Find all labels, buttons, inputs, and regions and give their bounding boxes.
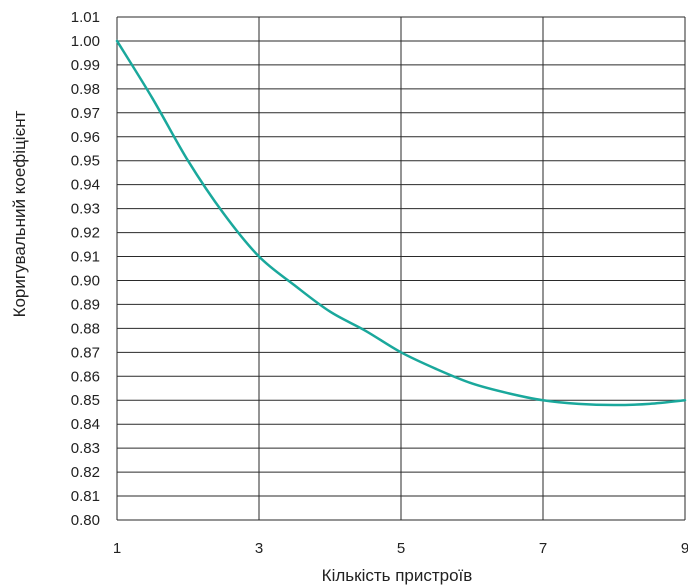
grid <box>116 16 686 521</box>
y-tick-label: 0.87 <box>71 344 100 361</box>
y-tick-label: 0.91 <box>71 249 100 266</box>
y-tick-label: 1.00 <box>71 33 100 50</box>
y-tick-label: 0.84 <box>71 416 100 433</box>
y-tick-label: 0.93 <box>71 201 100 218</box>
y-tick-label: 0.98 <box>71 81 100 98</box>
y-tick-label: 0.92 <box>71 225 100 242</box>
y-tick-label: 0.80 <box>71 512 100 529</box>
y-tick-label: 0.97 <box>71 105 100 122</box>
y-tick-label: 1.01 <box>71 9 100 26</box>
y-tick-label: 0.86 <box>71 368 100 385</box>
x-tick-label: 9 <box>681 540 688 557</box>
y-tick-label: 0.96 <box>71 129 100 146</box>
y-tick-label: 0.99 <box>71 57 100 74</box>
x-tick-label: 7 <box>539 540 547 557</box>
series-line <box>115 39 687 407</box>
x-tick-label: 5 <box>397 540 405 557</box>
x-tick-label: 3 <box>255 540 263 557</box>
x-axis-ticks: 1 3 5 7 9 <box>113 540 688 557</box>
y-tick-label: 0.83 <box>71 440 100 457</box>
x-tick-label: 1 <box>113 540 121 557</box>
y-tick-label: 0.81 <box>71 488 100 505</box>
y-tick-label: 0.95 <box>71 153 100 170</box>
x-axis-title: Кількість пристроїв <box>322 566 473 585</box>
y-tick-label: 0.88 <box>71 320 100 337</box>
y-axis-ticks: 0.80 0.81 0.82 0.83 0.84 0.85 0.86 0.87 0.88 0.89… <box>71 9 100 529</box>
y-tick-label: 0.82 <box>71 464 100 481</box>
y-tick-label: 0.89 <box>71 296 100 313</box>
y-tick-label: 0.90 <box>71 272 100 289</box>
y-tick-label: 0.85 <box>71 392 100 409</box>
y-tick-label: 0.94 <box>71 177 100 194</box>
y-axis-title: Коригувальний коефіцієнт <box>10 110 29 317</box>
series-layer <box>115 39 687 407</box>
